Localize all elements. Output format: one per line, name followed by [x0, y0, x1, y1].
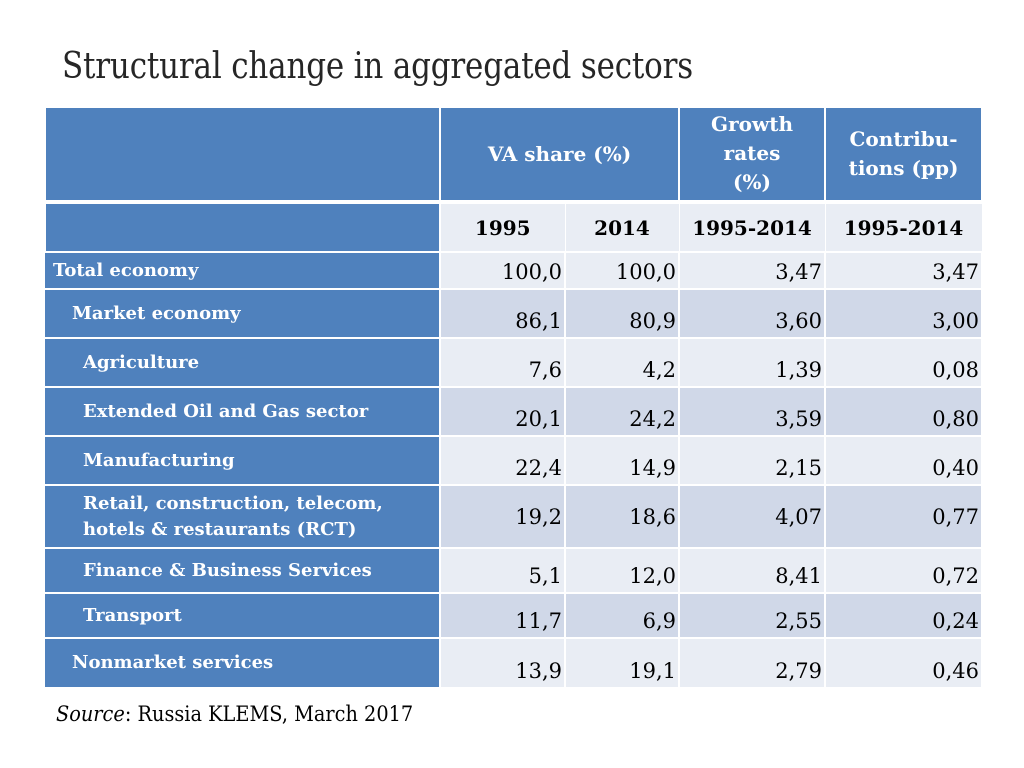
contrib-line-1: Contribu- [849, 127, 958, 151]
contrib-cell: 0,77 [824, 484, 984, 548]
va-2014-cell: 14,9 [563, 435, 681, 485]
table-row: Agriculture 7,6 4,2 1,39 0,08 [45, 337, 984, 388]
contrib-cell: 0,08 [824, 337, 984, 387]
source-label: Source [56, 702, 125, 726]
va-2014-cell: 24,2 [563, 386, 681, 436]
va-1995-cell: 19,2 [439, 484, 566, 548]
subheader-growth-period: 1995-2014 [678, 202, 826, 252]
va-2014-cell: 18,6 [563, 484, 681, 548]
contrib-line-2: tions (pp) [848, 156, 959, 180]
subheader-contrib-period: 1995-2014 [824, 202, 983, 252]
growth-cell: 3,59 [678, 386, 827, 436]
growth-cell: 2,79 [678, 637, 827, 687]
subheader-1995: 1995 [439, 202, 566, 252]
contrib-cell: 3,00 [824, 288, 984, 338]
va-1995-cell: 11,7 [439, 592, 566, 638]
va-2014-cell: 80,9 [563, 288, 681, 338]
va-2014-cell: 12,0 [563, 547, 681, 593]
header-va-share: VA share (%) [438, 108, 681, 204]
growth-cell: 2,55 [678, 592, 827, 638]
growth-cell: 2,15 [678, 435, 827, 485]
va-1995-cell: 5,1 [439, 547, 566, 593]
subheader-blank-cell [44, 202, 441, 252]
contrib-cell: 3,47 [824, 251, 984, 289]
table-row: Finance & Business Services 5,1 12,0 8,4… [45, 547, 984, 594]
contrib-cell: 0,72 [824, 547, 984, 593]
growth-cell: 4,07 [678, 484, 827, 548]
header-contributions: Contribu- tions (pp) [824, 108, 984, 204]
sector-table: VA share (%) Growth rates (%) Contribu- … [44, 108, 984, 688]
row-label: Transport [45, 592, 440, 639]
row-label: Retail, construction, telecom, hotels & … [45, 484, 440, 549]
table-row: Manufacturing 22,4 14,9 2,15 0,40 [45, 435, 984, 486]
growth-line-3: (%) [733, 170, 771, 194]
row-label: Market economy [45, 288, 440, 339]
table-row: Total economy 100,0 100,0 3,47 3,47 [45, 251, 984, 290]
header-row: VA share (%) Growth rates (%) Contribu- … [44, 108, 984, 204]
contrib-cell: 0,46 [824, 637, 984, 687]
table-row: Nonmarket services 13,9 19,1 2,79 0,46 [45, 637, 984, 688]
va-2014-cell: 19,1 [563, 637, 681, 687]
va-1995-cell: 86,1 [439, 288, 566, 338]
contrib-cell: 0,40 [824, 435, 984, 485]
row-label: Finance & Business Services [45, 547, 440, 594]
va-2014-cell: 6,9 [563, 592, 681, 638]
source-text: : Russia KLEMS, March 2017 [124, 702, 414, 726]
contrib-cell: 0,24 [824, 592, 984, 638]
row-label-line-1: Retail, construction, telecom, [83, 492, 383, 514]
row-label: Manufacturing [45, 435, 440, 486]
source-note: Source: Russia KLEMS, March 2017 [56, 702, 413, 726]
page-title: Structural change in aggregated sectors [62, 46, 693, 87]
va-2014-cell: 4,2 [563, 337, 681, 387]
growth-cell: 3,60 [678, 288, 827, 338]
row-label: Total economy [45, 251, 440, 290]
table-row: Extended Oil and Gas sector 20,1 24,2 3,… [45, 386, 984, 437]
va-1995-cell: 20,1 [439, 386, 566, 436]
va-1995-cell: 22,4 [439, 435, 566, 485]
row-label: Extended Oil and Gas sector [45, 386, 440, 437]
va-share-label: VA share (%) [487, 141, 632, 166]
growth-cell: 8,41 [678, 547, 827, 593]
table-row: Retail, construction, telecom, hotels & … [45, 484, 984, 549]
va-1995-cell: 100,0 [439, 251, 566, 289]
growth-line-1: Growth [711, 112, 793, 136]
subheader-2014: 2014 [564, 202, 680, 252]
row-label: Agriculture [45, 337, 440, 388]
header-growth-rates: Growth rates (%) [678, 108, 827, 204]
row-label-line-2: hotels & restaurants (RCT) [83, 518, 357, 540]
row-label: Nonmarket services [45, 637, 440, 688]
growth-cell: 1,39 [678, 337, 827, 387]
subheader-row: 1995 2014 1995-2014 1995-2014 [44, 202, 983, 252]
va-1995-cell: 13,9 [439, 637, 566, 687]
contrib-cell: 0,80 [824, 386, 984, 436]
va-2014-cell: 100,0 [563, 251, 681, 289]
header-blank-cell [44, 108, 441, 204]
growth-cell: 3,47 [678, 251, 827, 289]
table-row: Transport 11,7 6,9 2,55 0,24 [45, 592, 984, 639]
growth-line-2: rates [723, 141, 781, 165]
table-row: Market economy 86,1 80,9 3,60 3,00 [45, 288, 984, 339]
va-1995-cell: 7,6 [439, 337, 566, 387]
